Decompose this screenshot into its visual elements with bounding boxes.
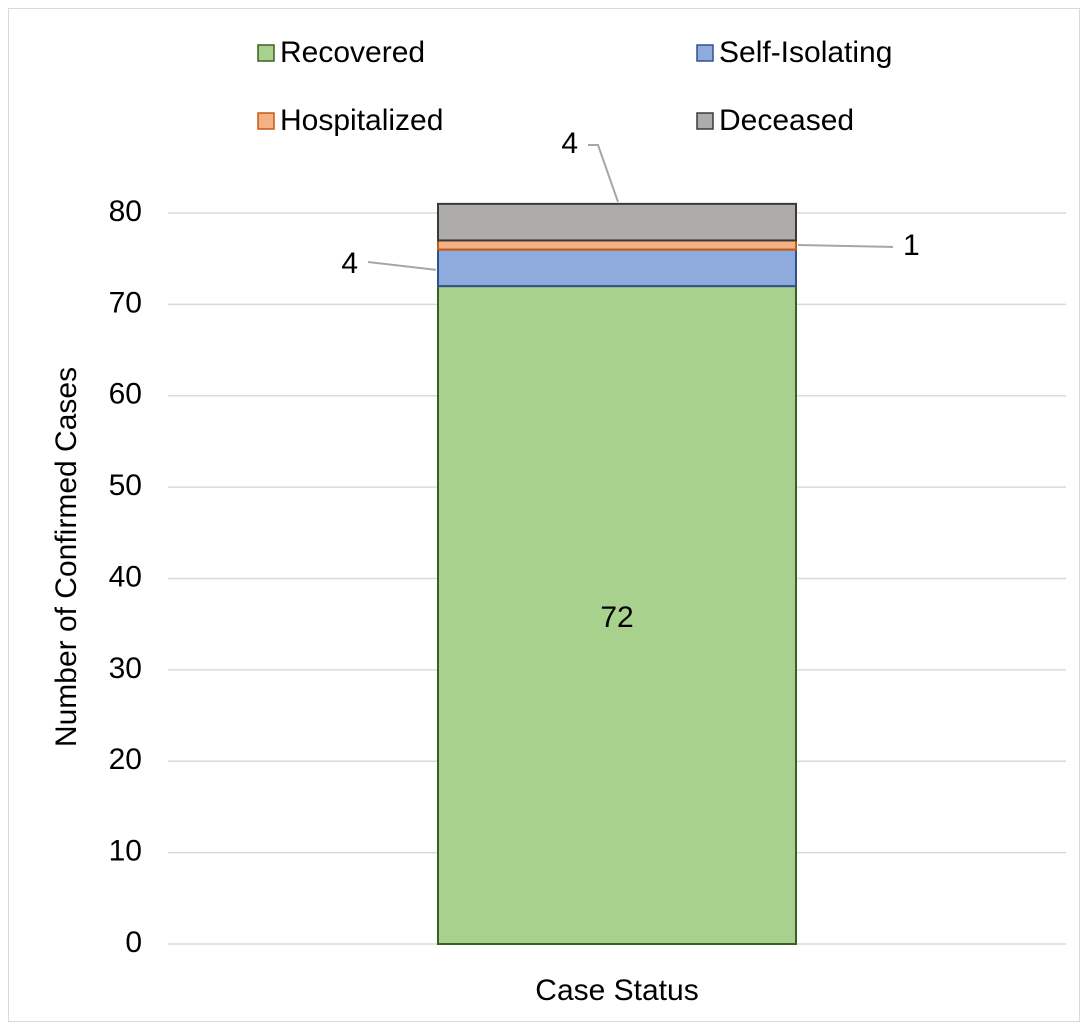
legend-swatch (696, 112, 714, 130)
legend-label: Self-Isolating (719, 36, 892, 69)
bar-segment (437, 202, 797, 242)
leader-line (367, 261, 437, 271)
y-tick-label: 80 (109, 195, 142, 228)
legend-swatch (257, 44, 275, 62)
legend-label: Deceased (719, 104, 854, 137)
legend-swatch (257, 112, 275, 130)
legend-swatch (696, 44, 714, 62)
data-label: 72 (600, 601, 633, 634)
y-tick-label: 50 (109, 469, 142, 502)
legend-label: Recovered (280, 36, 425, 69)
y-axis-label: Number of Confirmed Cases (50, 367, 83, 747)
x-tick-label: Case Status (535, 974, 698, 1007)
leader-line (797, 243, 894, 248)
bar-segment (437, 285, 797, 946)
y-tick-label: 70 (109, 286, 142, 319)
y-tick-label: 60 (109, 378, 142, 411)
y-tick-label: 0 (125, 926, 142, 959)
data-label: 4 (561, 127, 578, 160)
y-tick-label: 20 (109, 743, 142, 776)
bar-segment (437, 239, 797, 251)
y-tick-label: 10 (109, 835, 142, 868)
bar-segment (437, 248, 797, 288)
legend-label: Hospitalized (280, 104, 443, 137)
y-tick-label: 40 (109, 560, 142, 593)
data-label: 4 (341, 247, 358, 280)
leader-line (588, 144, 619, 203)
y-tick-label: 30 (109, 652, 142, 685)
data-label: 1 (903, 229, 920, 262)
